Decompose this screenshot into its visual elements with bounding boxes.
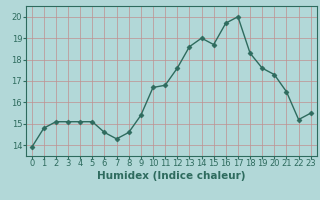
X-axis label: Humidex (Indice chaleur): Humidex (Indice chaleur) [97,171,245,181]
